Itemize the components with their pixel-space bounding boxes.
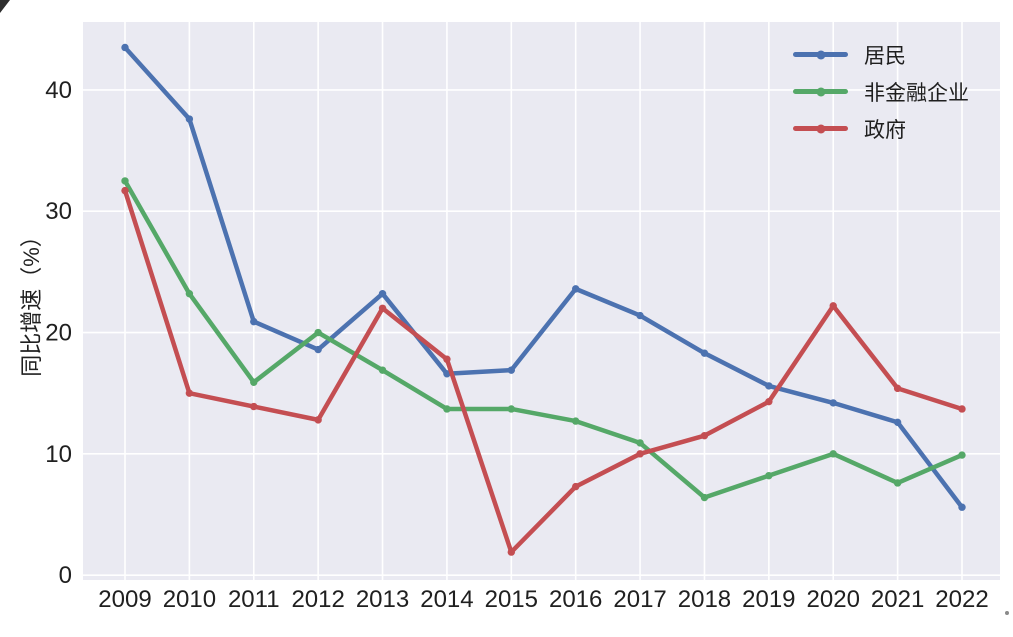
x-tick-label: 2013 (356, 586, 409, 613)
plot-area (83, 22, 1000, 580)
data-point-marker (700, 431, 709, 440)
data-point-marker (958, 503, 966, 511)
x-tick-label: 2022 (935, 586, 988, 613)
y-tick-label: 40 (45, 77, 72, 104)
data-point-marker (507, 366, 516, 374)
data-point-marker (893, 418, 902, 427)
data-point-marker (443, 405, 451, 413)
data-point-marker (507, 405, 516, 413)
data-point-marker (829, 302, 837, 310)
data-point-marker (378, 304, 387, 312)
legend-line-swatch (793, 50, 848, 59)
series-line-0 (122, 45, 965, 510)
data-point-marker (378, 290, 387, 298)
data-point-marker (250, 402, 258, 411)
series-line-1 (122, 178, 965, 500)
data-point-marker (250, 317, 258, 326)
data-point-marker (893, 479, 902, 487)
data-point-marker (893, 384, 902, 393)
data-point-marker (185, 290, 194, 298)
data-point-marker (571, 417, 580, 425)
data-point-marker (765, 382, 773, 390)
screenshot-corner-artifact (0, 0, 10, 13)
data-point-marker (700, 493, 709, 502)
legend-line-swatch (793, 87, 848, 96)
data-point-marker (958, 405, 966, 413)
y-tick-label: 10 (45, 441, 72, 468)
legend-label: 政府 (864, 118, 906, 142)
legend-marker-dot (816, 50, 825, 59)
data-point-marker (636, 311, 644, 320)
y-tick-label: 20 (45, 320, 72, 347)
data-point-marker (378, 366, 387, 374)
x-tick-label: 2017 (613, 586, 666, 613)
x-tick-label: 2011 (228, 586, 280, 613)
data-point-marker (700, 349, 709, 357)
legend-item-residents: 居民 (793, 36, 969, 73)
x-tick-label: 2010 (163, 586, 216, 613)
x-tick-label: 2014 (420, 586, 473, 613)
legend-line-swatch (793, 124, 848, 133)
x-tick-label: 2016 (549, 586, 602, 613)
x-tick-label: 2009 (98, 586, 151, 613)
data-point-marker (765, 471, 773, 480)
legend-marker-dot (816, 87, 825, 96)
data-point-marker (185, 389, 194, 397)
data-point-marker (765, 397, 773, 406)
data-point-marker (507, 548, 516, 556)
legend-label: 非金融企业 (864, 81, 969, 105)
x-tick-label: 2012 (291, 586, 344, 613)
x-tick-label: 2020 (807, 586, 860, 613)
legend-item-government: 政府 (793, 110, 969, 147)
data-point-marker (250, 378, 258, 386)
data-point-marker (121, 177, 129, 185)
data-point-marker (829, 399, 837, 407)
data-point-marker (958, 451, 966, 459)
data-point-marker (636, 450, 644, 458)
series-line-2 (122, 188, 965, 555)
data-point-marker (314, 345, 322, 354)
data-point-marker (314, 416, 322, 424)
y-axis-label: 同比增速（%） (19, 225, 44, 377)
data-point-marker (636, 439, 644, 447)
data-point-marker (829, 450, 837, 458)
data-point-marker (571, 285, 580, 293)
x-tick-label: 2021 (871, 586, 924, 613)
legend: 居民 非金融企业 政府 (793, 36, 969, 147)
data-point-marker (443, 370, 451, 378)
data-point-marker (443, 355, 451, 363)
data-point-marker (185, 115, 194, 123)
legend-label: 居民 (864, 44, 906, 68)
x-tick-label: 2019 (742, 586, 795, 613)
x-tick-label: 2015 (485, 586, 538, 613)
data-point-marker (121, 186, 129, 195)
y-tick-label: 0 (59, 562, 72, 589)
y-tick-label: 30 (45, 198, 72, 225)
data-point-marker (121, 43, 129, 52)
legend-marker-dot (816, 124, 825, 133)
data-point-marker (571, 482, 580, 491)
data-point-marker (314, 328, 322, 337)
cursor-speck-artifact (1005, 611, 1009, 615)
x-tick-label: 2018 (678, 586, 731, 613)
legend-item-nonfinancial-enterprises: 非金融企业 (793, 73, 969, 110)
